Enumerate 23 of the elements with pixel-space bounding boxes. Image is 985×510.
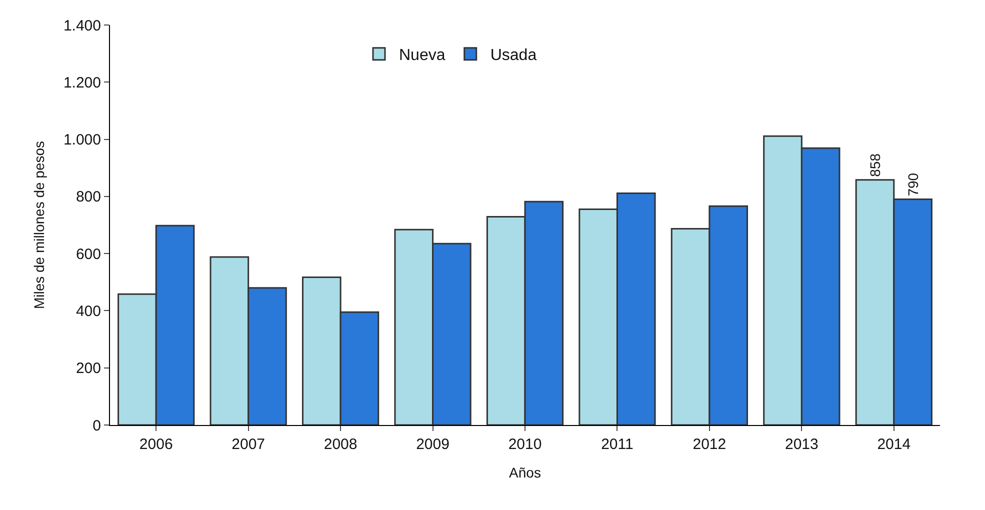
x-tick-label: 2006: [139, 436, 173, 453]
x-tick-label: 2009: [416, 436, 450, 453]
y-tick-label: 1.000: [63, 132, 101, 149]
x-tick-label: 2012: [692, 436, 726, 453]
y-axis-title: Miles de millones de pesos: [31, 140, 48, 310]
x-tick-label: 2007: [232, 436, 266, 453]
legend-label: Usada: [490, 47, 537, 64]
x-axis-title: Años: [509, 464, 541, 480]
data-label: 858: [866, 153, 883, 177]
x-tick-label: 2013: [784, 436, 818, 453]
x-tick-label: 2014: [877, 436, 911, 453]
y-tick-label: 800: [76, 188, 101, 206]
data-label: 790: [904, 172, 921, 196]
y-tick-label: 400: [76, 302, 101, 320]
legend-label: Nueva: [399, 47, 446, 64]
x-tick-label: 2010: [508, 436, 542, 453]
x-tick-label: 2011: [601, 436, 634, 453]
y-tick-label: 600: [76, 246, 101, 263]
y-tick-label: 200: [76, 360, 101, 378]
y-tick-label: 1.400: [63, 17, 101, 34]
x-tick-label: 2008: [324, 436, 358, 453]
y-tick-label: 0: [92, 417, 101, 434]
y-tick-label: 1.200: [63, 74, 101, 92]
